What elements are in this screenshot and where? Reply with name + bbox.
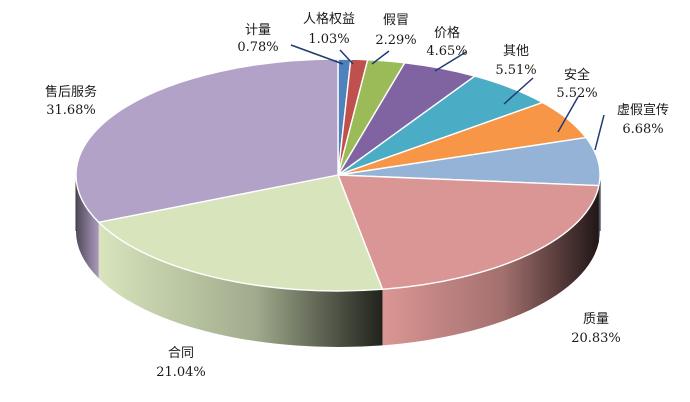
slice-side-shade-9 xyxy=(76,175,99,279)
leader-line-3 xyxy=(434,51,467,72)
slice-9 xyxy=(75,58,339,224)
slice-value-label-7: 20.83% xyxy=(571,331,621,346)
leader-lines xyxy=(290,44,605,151)
slice-label-5: 安全 xyxy=(564,67,590,83)
pie-top xyxy=(75,58,601,292)
slice-side-shade-8 xyxy=(98,222,383,348)
slice-label-6: 虚假宣传 xyxy=(617,102,669,118)
slice-label-3: 价格 xyxy=(434,25,460,41)
slice-value-label-2: 2.29% xyxy=(375,33,416,48)
leader-line-0 xyxy=(290,44,344,65)
leader-line-5 xyxy=(557,96,579,133)
slice-label-8: 合同 xyxy=(168,346,194,361)
slice-label-1: 人格权益 xyxy=(303,11,355,27)
slice-value-label-9: 31.68% xyxy=(46,103,96,118)
leader-line-1 xyxy=(339,49,354,65)
slice-label-0: 计量 xyxy=(245,23,271,38)
slice-value-label-1: 1.03% xyxy=(308,32,349,47)
leader-line-2 xyxy=(371,50,390,65)
slice-value-label-0: 0.78% xyxy=(237,40,278,55)
slice-value-label-4: 5.51% xyxy=(495,63,536,78)
slice-value-label-3: 4.65% xyxy=(426,44,467,59)
slice-8 xyxy=(97,174,384,292)
leader-line-4 xyxy=(503,77,534,105)
slice-6 xyxy=(337,136,601,187)
slice-label-4: 其他 xyxy=(503,44,529,59)
pie-sides xyxy=(75,175,601,348)
slice-labels: 计量 0.78% 人格权益 1.03% 假冒 2.29% 价格 4.65% 其他 5.51% 安全 5… xyxy=(45,11,669,380)
slice-side-shade-7 xyxy=(382,185,599,346)
slice-label-7: 质量 xyxy=(583,312,609,327)
slice-label-2: 假冒 xyxy=(383,13,409,28)
leader-line-6 xyxy=(594,114,605,151)
slice-label-9: 售后服务 xyxy=(45,84,97,100)
slice-value-label-8: 21.04% xyxy=(156,365,206,380)
slice-7 xyxy=(336,174,600,291)
slice-value-label-5: 5.52% xyxy=(556,86,597,101)
slice-value-label-6: 6.68% xyxy=(622,122,663,137)
